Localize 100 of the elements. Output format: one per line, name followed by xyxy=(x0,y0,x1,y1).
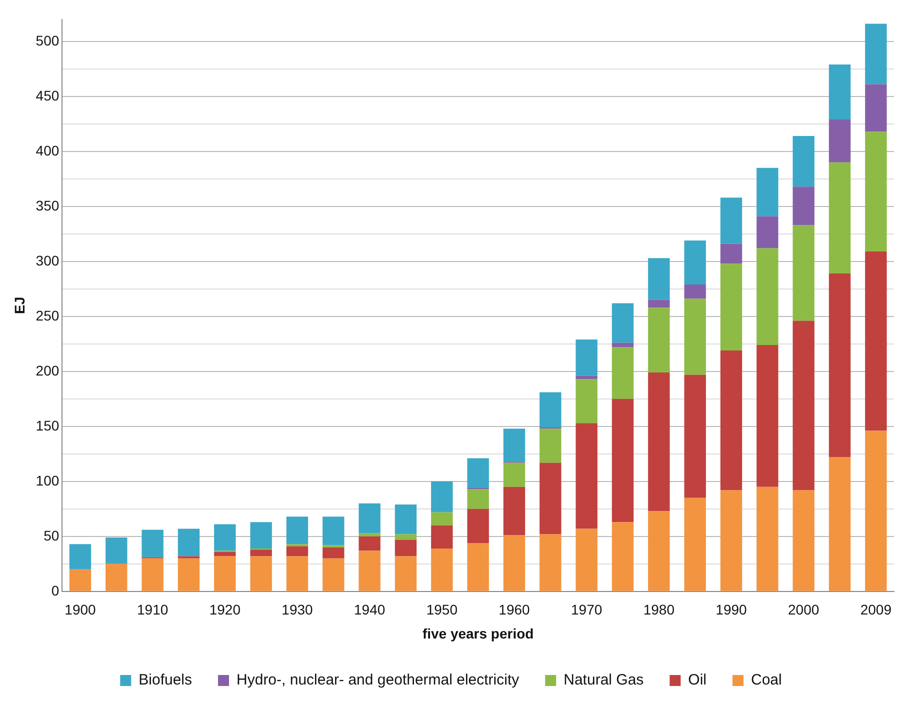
x-tick-label: 1960 xyxy=(498,602,530,618)
bar xyxy=(467,489,489,509)
y-axis-title: EJ xyxy=(11,296,28,314)
y-tick-label: 300 xyxy=(36,252,60,268)
bar xyxy=(828,64,851,120)
bar xyxy=(467,508,489,543)
bar xyxy=(828,162,851,274)
y-tick-label: 0 xyxy=(51,582,60,598)
x-tick-label: 1980 xyxy=(643,602,675,618)
bar xyxy=(358,536,380,551)
legend-label: Hydro-, nuclear- and geothermal electricity xyxy=(236,672,520,689)
bar xyxy=(394,540,417,556)
bar xyxy=(865,132,887,252)
bar xyxy=(612,303,634,343)
bar xyxy=(394,534,417,540)
bar xyxy=(142,530,164,558)
bar xyxy=(503,486,526,536)
bar xyxy=(576,340,598,376)
bar xyxy=(648,308,670,372)
bar xyxy=(178,528,200,556)
bar xyxy=(792,320,814,490)
bar xyxy=(250,522,272,548)
legend-label: Natural Gas xyxy=(564,672,644,689)
bar xyxy=(503,428,526,462)
y-tick-label: 250 xyxy=(36,307,60,324)
bar xyxy=(250,556,272,591)
bar xyxy=(684,284,706,299)
bar xyxy=(69,544,92,570)
bar xyxy=(250,550,272,556)
x-tick-label: 1970 xyxy=(571,602,602,618)
bar xyxy=(612,398,634,522)
y-tick-label: 200 xyxy=(36,362,60,378)
y-tick-label: 450 xyxy=(36,87,60,104)
bar xyxy=(286,556,308,591)
x-tick-label: 1920 xyxy=(209,602,241,618)
bar xyxy=(756,168,778,216)
bar xyxy=(865,84,887,132)
x-tick-label: 1930 xyxy=(282,602,314,618)
legend-label: Biofuels xyxy=(138,672,192,689)
bar xyxy=(720,350,742,490)
bar xyxy=(431,512,453,526)
y-tick-label: 350 xyxy=(36,197,60,214)
bar xyxy=(792,490,814,591)
x-axis-title: five years period xyxy=(422,625,534,642)
bar xyxy=(467,458,489,488)
bar xyxy=(684,240,706,284)
bar xyxy=(648,300,670,308)
y-tick-label: 400 xyxy=(36,142,60,158)
bar xyxy=(576,379,598,424)
bar xyxy=(648,511,670,591)
x-tick-label: 2000 xyxy=(788,602,820,618)
bar xyxy=(720,198,742,244)
bar xyxy=(576,423,598,529)
bar xyxy=(394,556,417,591)
bar xyxy=(106,538,128,564)
bar xyxy=(322,516,344,546)
bar xyxy=(792,136,814,187)
bar xyxy=(214,524,236,551)
bar xyxy=(612,342,634,348)
bar xyxy=(540,534,562,591)
bar xyxy=(792,225,814,321)
bar xyxy=(214,556,236,591)
bar xyxy=(648,258,670,300)
bar xyxy=(865,252,887,431)
x-tick-label: 2009 xyxy=(860,602,892,618)
x-tick-label: 1990 xyxy=(716,602,748,618)
bar xyxy=(503,535,526,591)
bar xyxy=(684,374,706,498)
bar xyxy=(720,264,742,350)
bar xyxy=(178,558,200,591)
bar xyxy=(286,546,308,556)
bar xyxy=(576,528,598,591)
bar xyxy=(286,516,308,544)
bar xyxy=(358,533,380,536)
bar xyxy=(431,481,453,512)
bar xyxy=(106,564,128,591)
bar xyxy=(612,347,634,399)
x-tick-label: 1910 xyxy=(137,602,168,618)
bar xyxy=(720,490,742,591)
bar xyxy=(648,372,670,512)
x-tick-label: 1950 xyxy=(426,602,458,618)
bar xyxy=(69,569,92,591)
bar xyxy=(756,248,778,345)
x-tick-label: 1940 xyxy=(354,602,386,618)
bar xyxy=(467,543,489,591)
x-tick-label: 1900 xyxy=(64,602,96,618)
bar xyxy=(756,486,778,591)
bar xyxy=(865,430,887,591)
bar xyxy=(540,428,562,463)
bar xyxy=(756,345,778,487)
bar xyxy=(322,547,344,558)
bar xyxy=(503,462,526,487)
bar xyxy=(358,550,380,591)
bar xyxy=(322,558,344,591)
bar xyxy=(576,376,598,380)
bar xyxy=(540,392,562,428)
bar xyxy=(720,244,742,264)
bar xyxy=(394,504,417,534)
bar xyxy=(214,552,236,556)
y-tick-label: 50 xyxy=(44,527,60,544)
